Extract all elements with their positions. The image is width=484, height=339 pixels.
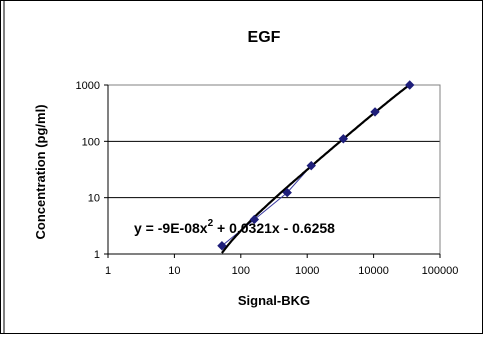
x-tick-label: 1000 bbox=[295, 265, 319, 277]
data-point bbox=[217, 241, 227, 251]
y-tick-label: 100 bbox=[82, 136, 100, 148]
y-tick-label: 10 bbox=[88, 193, 100, 205]
x-tick-label: 10000 bbox=[358, 265, 389, 277]
data-point bbox=[405, 80, 415, 90]
x-tick-label: 1 bbox=[105, 265, 111, 277]
y-tick-label: 1000 bbox=[76, 80, 100, 92]
chart-title: EGF bbox=[248, 29, 281, 46]
data-point bbox=[249, 214, 260, 225]
equation-exponent: 2 bbox=[208, 218, 214, 229]
equation-main: y = -9E-08x bbox=[134, 220, 208, 236]
y-tick-label: 1 bbox=[94, 249, 100, 261]
equation-rest: + 0.0321x - 0.6258 bbox=[213, 220, 335, 236]
data-point bbox=[306, 160, 316, 171]
data-point bbox=[370, 107, 380, 117]
x-tick-label: 100 bbox=[232, 265, 250, 277]
trendline-equation: y = -9E-08x2 + 0.0321x - 0.6258 bbox=[134, 218, 335, 236]
x-tick-label: 10 bbox=[168, 265, 180, 277]
x-tick-label: 100000 bbox=[422, 265, 459, 277]
x-axis-title: Signal-BKG bbox=[238, 293, 310, 308]
data-point bbox=[338, 134, 349, 144]
plot-area: 1 10 100 1000 10000 100000 1 10 100 1000 bbox=[76, 80, 459, 277]
data-point bbox=[282, 187, 292, 198]
y-axis-title: Concentration (pg/ml) bbox=[33, 104, 48, 239]
